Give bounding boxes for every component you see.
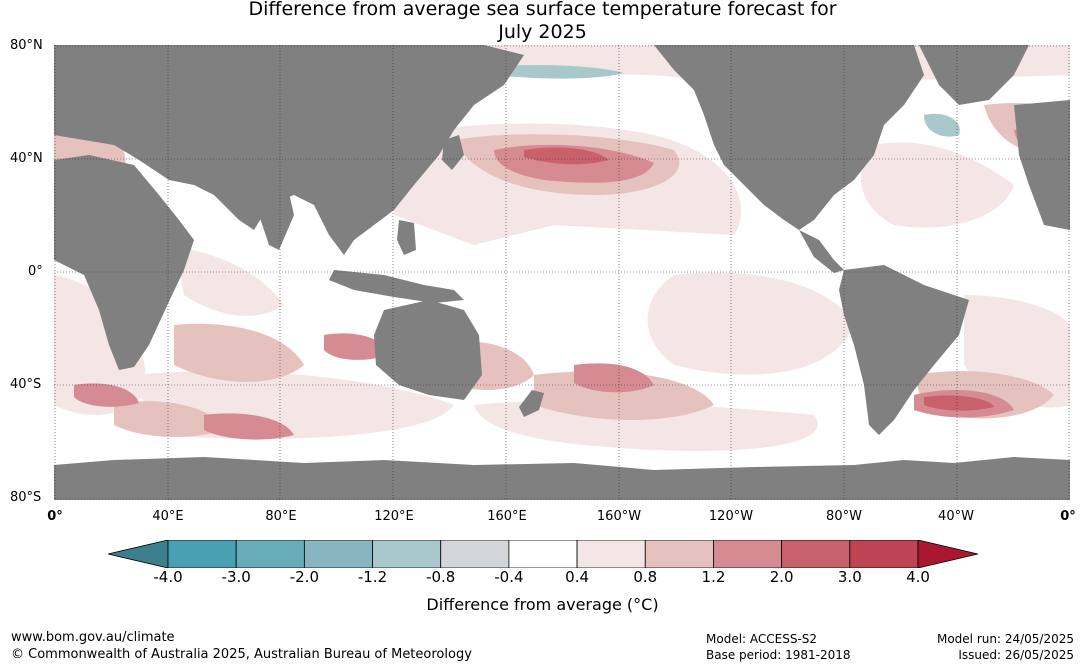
map-gridlines: [54, 45, 1070, 500]
africa-landmass: [54, 155, 194, 370]
lon-label-80e: 80°E: [265, 509, 297, 524]
legend-swatch: [440, 540, 510, 568]
footer-issued: Issued: 26/05/2025: [958, 648, 1074, 662]
legend-arrow-low: [108, 540, 169, 568]
sst-anomaly-map: [54, 45, 1070, 500]
legend-tick-label: -2.0: [289, 568, 319, 586]
legend-swatch: [713, 540, 783, 568]
lat-label-80s: 80°S: [10, 490, 42, 505]
legend-tick-label: -4.0: [153, 568, 183, 586]
lon-label-160w: 160°W: [596, 509, 642, 524]
legend-swatch: [576, 540, 646, 568]
lon-label-120e: 120°E: [374, 509, 414, 524]
legend-swatch: [644, 540, 714, 568]
legend-tick-label: -0.8: [426, 568, 456, 586]
australia-landmass: [374, 300, 482, 400]
legend-tick-label: 4.0: [906, 568, 930, 586]
map-title-line-2: July 2025: [498, 21, 587, 43]
legend-arrow-high: [917, 540, 978, 568]
legend-swatch: [372, 540, 442, 568]
footer-model: Model: ACCESS-S2: [706, 632, 818, 646]
lon-label-0-left: 0°: [47, 509, 63, 524]
footer-copyright: © Commonwealth of Australia 2025, Austra…: [11, 647, 472, 662]
anomaly-cold-regions: [438, 65, 960, 137]
lon-label-80w: 80°W: [826, 509, 862, 524]
indonesia-landmass: [329, 270, 464, 303]
lat-label-equator: 0°: [28, 264, 43, 279]
legend-swatch: [508, 540, 578, 568]
lat-label-40n: 40°N: [10, 151, 43, 166]
legend-tick-label: 2.0: [769, 568, 794, 586]
greenland-landmass: [919, 45, 1029, 105]
eurasia-landmass: [54, 45, 524, 255]
footer-url[interactable]: www.bom.gov.au/climate: [11, 630, 175, 645]
footer-model-run: Model run: 24/05/2025: [936, 632, 1074, 646]
lon-label-0-right: 0°: [1060, 509, 1076, 524]
new-zealand-landmass: [519, 390, 544, 417]
land-masses: [54, 45, 1070, 500]
legend-tick-label: 0.8: [633, 568, 658, 586]
legend-swatch: [167, 540, 237, 568]
lon-label-160e: 160°E: [487, 509, 527, 524]
south-america-landmass: [839, 265, 969, 435]
lon-label-40w: 40°W: [938, 509, 974, 524]
legend-swatch: [781, 540, 851, 568]
india-landmass: [259, 190, 294, 250]
legend-title: Difference from average (°C): [426, 595, 659, 614]
lon-label-40e: 40°E: [152, 509, 184, 524]
japan-landmass: [442, 135, 464, 170]
legend-swatch: [303, 540, 373, 568]
legend-colorbar: [108, 540, 978, 568]
legend-tick-label: -3.0: [221, 568, 251, 586]
world-map-svg: [54, 45, 1070, 500]
legend-swatch: [849, 540, 919, 568]
europe-landmass: [1014, 100, 1070, 230]
legend-tick-label: 3.0: [837, 568, 862, 586]
philippines-landmass: [397, 220, 416, 255]
antarctica-landmass: [54, 457, 1070, 500]
map-title-line-1: Difference from average sea surface temp…: [248, 0, 837, 20]
lat-label-40s: 40°S: [10, 377, 42, 392]
central-america-landmass: [799, 230, 844, 273]
lon-label-120w: 120°W: [708, 509, 754, 524]
lat-label-80n: 80°N: [10, 38, 43, 53]
legend-swatch: [235, 540, 305, 568]
footer-base-period: Base period: 1981-2018: [706, 648, 851, 662]
legend-tick-label: 0.4: [565, 568, 590, 586]
legend-tick-label: -0.4: [494, 568, 524, 586]
north-america-landmass: [654, 45, 924, 230]
legend-tick-label: 1.2: [701, 568, 726, 586]
legend-tick-label: -1.2: [357, 568, 388, 586]
